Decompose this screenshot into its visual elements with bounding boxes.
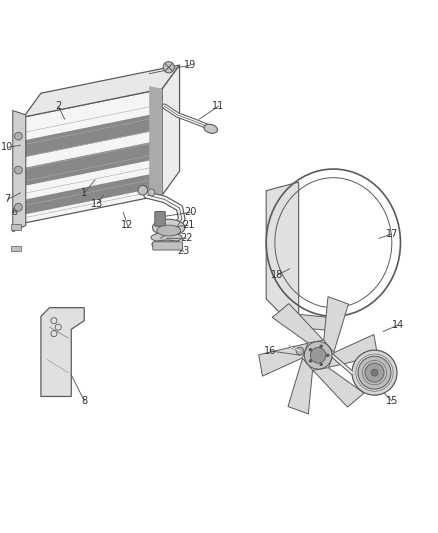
Polygon shape — [162, 65, 180, 195]
Polygon shape — [294, 314, 340, 332]
Circle shape — [14, 166, 22, 174]
Circle shape — [352, 350, 397, 395]
Text: 14: 14 — [392, 320, 404, 330]
Ellipse shape — [157, 225, 180, 236]
FancyBboxPatch shape — [155, 212, 165, 226]
Text: 20: 20 — [184, 207, 197, 217]
Polygon shape — [149, 86, 162, 195]
Circle shape — [309, 348, 312, 351]
Circle shape — [358, 356, 391, 389]
Ellipse shape — [151, 233, 182, 242]
Text: 22: 22 — [180, 233, 192, 244]
Polygon shape — [288, 358, 313, 414]
Polygon shape — [24, 172, 162, 215]
Circle shape — [163, 62, 174, 73]
Text: 2: 2 — [55, 101, 61, 111]
Polygon shape — [272, 304, 323, 343]
Text: 16: 16 — [265, 346, 277, 356]
Polygon shape — [24, 65, 180, 117]
Text: 12: 12 — [121, 220, 134, 230]
Circle shape — [319, 362, 323, 366]
Text: 19: 19 — [184, 60, 197, 70]
Polygon shape — [24, 140, 162, 186]
Circle shape — [138, 185, 148, 195]
Text: 17: 17 — [385, 229, 398, 239]
Text: 13: 13 — [91, 199, 103, 209]
Ellipse shape — [152, 240, 181, 249]
FancyBboxPatch shape — [11, 224, 21, 230]
Circle shape — [311, 348, 326, 363]
Circle shape — [14, 204, 22, 211]
Polygon shape — [266, 182, 299, 316]
Circle shape — [304, 342, 332, 369]
Circle shape — [371, 369, 378, 376]
Text: 10: 10 — [1, 142, 14, 152]
Polygon shape — [324, 297, 348, 352]
Polygon shape — [24, 89, 162, 223]
Circle shape — [319, 344, 323, 348]
FancyBboxPatch shape — [153, 242, 183, 250]
Circle shape — [365, 363, 384, 382]
Polygon shape — [328, 335, 378, 367]
Text: 11: 11 — [212, 101, 225, 111]
Text: 6: 6 — [12, 207, 18, 217]
Circle shape — [296, 347, 304, 355]
Polygon shape — [13, 110, 26, 232]
Circle shape — [326, 353, 329, 357]
Text: 15: 15 — [385, 396, 398, 406]
Circle shape — [309, 359, 312, 362]
Text: 8: 8 — [81, 396, 87, 406]
Polygon shape — [259, 343, 308, 376]
Ellipse shape — [152, 219, 185, 236]
Text: 21: 21 — [182, 220, 194, 230]
Polygon shape — [41, 308, 84, 397]
FancyBboxPatch shape — [11, 246, 21, 252]
Text: 18: 18 — [271, 270, 283, 280]
Circle shape — [148, 189, 155, 196]
Text: 1: 1 — [81, 188, 87, 198]
Text: 7: 7 — [4, 195, 11, 204]
Polygon shape — [24, 112, 162, 157]
Polygon shape — [313, 368, 364, 407]
Text: 23: 23 — [178, 246, 190, 256]
Circle shape — [14, 132, 22, 140]
Ellipse shape — [204, 124, 218, 133]
